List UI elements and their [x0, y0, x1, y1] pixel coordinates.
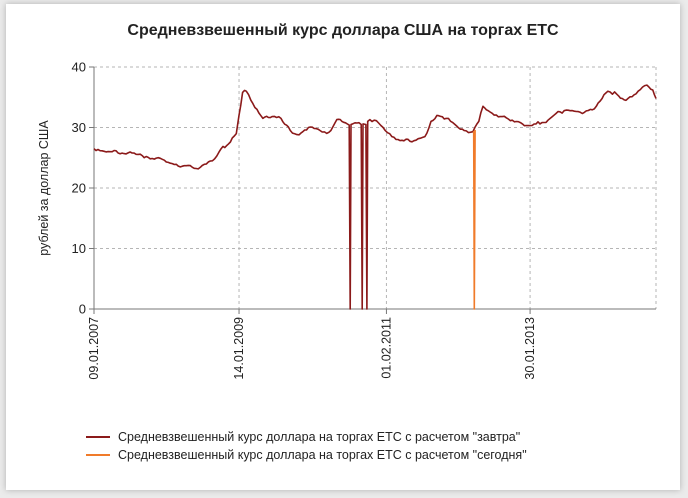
series-lines	[93, 84, 657, 310]
legend-label-tomorrow: Средневзвешенный курс доллара на торгах …	[118, 430, 521, 444]
series-line-tomorrow	[93, 84, 657, 310]
legend-item-today: Средневзвешенный курс доллара на торгах …	[86, 446, 527, 464]
x-tick-label: 30.01.2013	[523, 317, 537, 380]
y-tick-label: 0	[79, 302, 86, 317]
y-tick-labels: 0 10 20 30 40	[72, 60, 94, 317]
chart-card	[6, 4, 680, 490]
x-tick-labels: 09.01.2007 14.01.2009 01.02.2011 30.01.2013	[87, 309, 537, 380]
x-tick-label: 14.01.2009	[232, 317, 246, 380]
x-tick-label: 01.02.2011	[379, 317, 393, 379]
legend-swatch-tomorrow	[86, 436, 110, 438]
legend: Средневзвешенный курс доллара на торгах …	[86, 428, 527, 464]
series-line-today	[472, 129, 476, 310]
y-tick-label: 20	[72, 181, 86, 196]
legend-item-tomorrow: Средневзвешенный курс доллара на торгах …	[86, 428, 527, 446]
grid-lines	[93, 66, 657, 309]
legend-label-today: Средневзвешенный курс доллара на торгах …	[118, 448, 527, 462]
y-tick-label: 10	[72, 241, 86, 256]
x-tick-label: 09.01.2007	[87, 317, 101, 380]
y-tick-label: 40	[72, 60, 86, 75]
y-tick-label: 30	[72, 120, 86, 135]
chart-title: Средневзвешенный курс доллара США на тор…	[127, 22, 559, 39]
y-axis-label: рублей за доллар США	[37, 120, 51, 256]
legend-swatch-today	[86, 454, 110, 456]
